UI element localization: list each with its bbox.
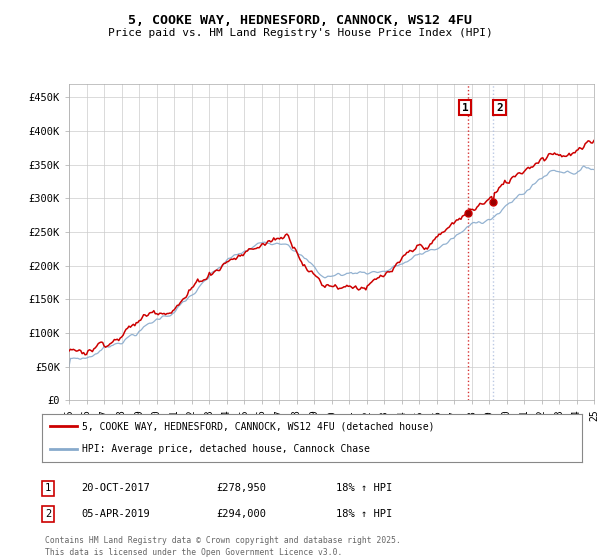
- Text: 18% ↑ HPI: 18% ↑ HPI: [336, 483, 392, 493]
- Text: 20-OCT-2017: 20-OCT-2017: [81, 483, 150, 493]
- Text: £278,950: £278,950: [216, 483, 266, 493]
- Text: 1: 1: [462, 102, 469, 113]
- Text: HPI: Average price, detached house, Cannock Chase: HPI: Average price, detached house, Cann…: [83, 444, 370, 454]
- Text: 2: 2: [496, 102, 503, 113]
- Text: 1: 1: [45, 483, 51, 493]
- Text: 18% ↑ HPI: 18% ↑ HPI: [336, 509, 392, 519]
- Text: 05-APR-2019: 05-APR-2019: [81, 509, 150, 519]
- Text: Price paid vs. HM Land Registry's House Price Index (HPI): Price paid vs. HM Land Registry's House …: [107, 28, 493, 38]
- Text: 5, COOKE WAY, HEDNESFORD, CANNOCK, WS12 4FU: 5, COOKE WAY, HEDNESFORD, CANNOCK, WS12 …: [128, 14, 472, 27]
- Text: £294,000: £294,000: [216, 509, 266, 519]
- Text: 5, COOKE WAY, HEDNESFORD, CANNOCK, WS12 4FU (detached house): 5, COOKE WAY, HEDNESFORD, CANNOCK, WS12 …: [83, 421, 435, 431]
- Text: Contains HM Land Registry data © Crown copyright and database right 2025.
This d: Contains HM Land Registry data © Crown c…: [45, 536, 401, 557]
- Text: 2: 2: [45, 509, 51, 519]
